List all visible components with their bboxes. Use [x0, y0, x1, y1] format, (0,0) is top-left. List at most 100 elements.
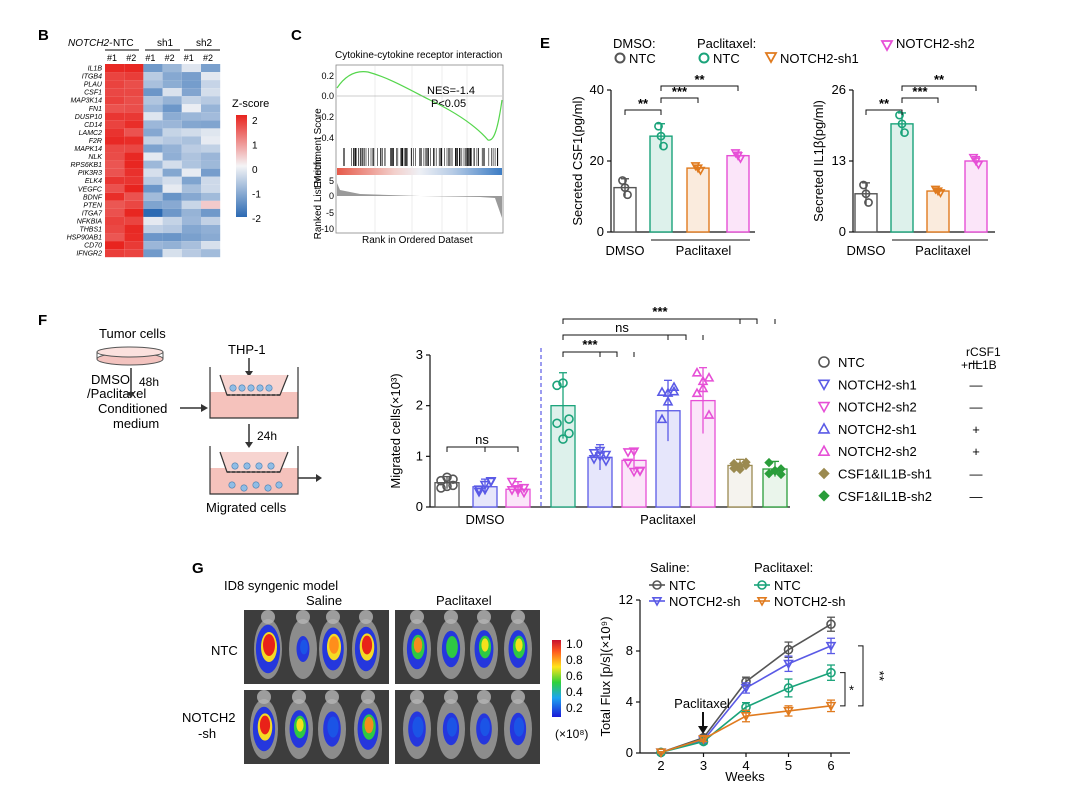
gsea-hit-barcode	[342, 148, 499, 166]
data-point	[783, 644, 794, 655]
heatmap-cell	[201, 241, 221, 250]
significance-label: *	[849, 682, 854, 697]
heatmap-cell	[105, 120, 125, 129]
heatmap-cell	[181, 136, 201, 145]
gsea-ytick: 0.2	[321, 71, 334, 81]
heatmap-cell	[162, 64, 182, 73]
ytick-label: 0	[626, 745, 633, 760]
heatmap-cell	[124, 216, 144, 225]
heatmap-cell	[105, 208, 125, 217]
legend-g-marker	[651, 597, 663, 607]
mouse-head	[261, 610, 275, 624]
gsea-ytick: -5	[326, 208, 334, 218]
legend-g-label: NOTCH2-sh	[669, 594, 741, 609]
significance-label: ***	[582, 337, 598, 352]
heatmap-cell	[105, 104, 125, 113]
heatmap-cell	[143, 233, 163, 242]
heatmap-cell	[181, 233, 201, 242]
gsea-rank-colorbar	[337, 168, 502, 175]
heatmap-cell	[143, 241, 163, 250]
legend-g-label: NTC	[774, 578, 801, 593]
heatmap-cell	[143, 112, 163, 121]
heatmap-cell	[105, 112, 125, 121]
heatmap-gene-label: PIK3R3	[78, 170, 102, 177]
heatmap-cell	[124, 72, 144, 81]
data-point	[594, 446, 606, 457]
bar	[726, 154, 750, 233]
ytick-label: 20	[590, 153, 604, 168]
mouse-head	[477, 610, 491, 624]
legend-g-marker	[652, 580, 662, 590]
legend-e-dmso-header: DMSO:	[613, 36, 656, 51]
heatmap-replicate-label: #2	[126, 53, 136, 63]
mouse-head	[296, 610, 310, 624]
heatmap-cell	[201, 249, 221, 258]
gsea-rank-ylabel: Ranked List Metric	[313, 157, 324, 240]
heatmap-cell	[201, 64, 221, 73]
heatmap-gene-labels: IL1BITGB4PLAUCSF1MAP3K14FN1DUSP10CD14LAM…	[67, 66, 104, 258]
bar	[890, 123, 914, 233]
data-point	[442, 472, 452, 483]
zscore-tick: 0	[252, 165, 258, 176]
data-point	[479, 480, 491, 491]
heatmap-cell	[181, 152, 201, 161]
heatmap-cell	[181, 184, 201, 193]
data-point	[861, 189, 871, 199]
data-point	[826, 619, 836, 630]
heatmap-cell	[201, 96, 221, 105]
significance-label: ns	[475, 432, 489, 447]
data-point	[900, 128, 909, 137]
ytick-label: 4	[626, 694, 633, 709]
data-point	[776, 469, 786, 480]
legend-f-rec-flag: —	[970, 467, 983, 482]
heatmap-group-ntc: NTC	[113, 38, 134, 49]
data-point	[656, 131, 666, 141]
gsea-ytick: -10	[321, 224, 334, 234]
luminescence-signal	[412, 716, 424, 738]
data-point	[693, 164, 703, 174]
data-point	[512, 486, 524, 496]
heatmap-cell	[105, 192, 125, 201]
data-point	[448, 474, 458, 485]
heatmap-cell	[201, 225, 221, 234]
heatmap-cell	[181, 249, 201, 258]
ytick-label: 1	[416, 448, 423, 463]
data-point	[518, 488, 530, 499]
data-point	[826, 667, 836, 678]
heatmap-cell	[124, 88, 144, 97]
heatmap-gene-label: DUSP10	[75, 114, 102, 121]
mouse-head	[292, 690, 306, 704]
heatmap-cell	[143, 120, 163, 129]
heatmap-cell	[143, 136, 163, 145]
heatmap-cell	[105, 216, 125, 225]
mouse-head	[444, 610, 458, 624]
heatmap-group-sh1: sh1	[157, 38, 174, 49]
data-point	[825, 701, 837, 712]
transwell-chamber-1	[209, 367, 299, 419]
significance-label: **	[694, 72, 705, 87]
heatmap-cell	[201, 200, 221, 209]
gsea-enrichment-curve	[336, 71, 503, 141]
luminescence-signal	[327, 716, 339, 738]
significance-bracket	[901, 97, 939, 103]
heatmap-cell	[181, 112, 201, 121]
data-point	[764, 457, 774, 468]
legend-e-ntc-dmso-marker	[614, 52, 626, 64]
significance-bracket	[660, 97, 699, 103]
significance-label: ***	[672, 84, 688, 99]
heatmap-cell	[201, 88, 221, 97]
luminescence-signal	[446, 636, 458, 658]
schematic-arrowhead-right	[201, 404, 208, 412]
gsea-ytick: 0	[329, 191, 334, 201]
significance-bracket	[840, 672, 846, 707]
significance-bracket	[562, 351, 635, 357]
heatmap-cell	[105, 72, 125, 81]
heatmap-cell	[124, 192, 144, 201]
luminescence-colorbar	[552, 640, 561, 717]
data-point	[600, 450, 612, 461]
heatmap-gene-label: VEGFC	[78, 186, 103, 193]
heatmap-cell	[162, 225, 182, 234]
schematic-24h: 24h	[257, 429, 277, 443]
significance-label: **	[934, 72, 945, 87]
